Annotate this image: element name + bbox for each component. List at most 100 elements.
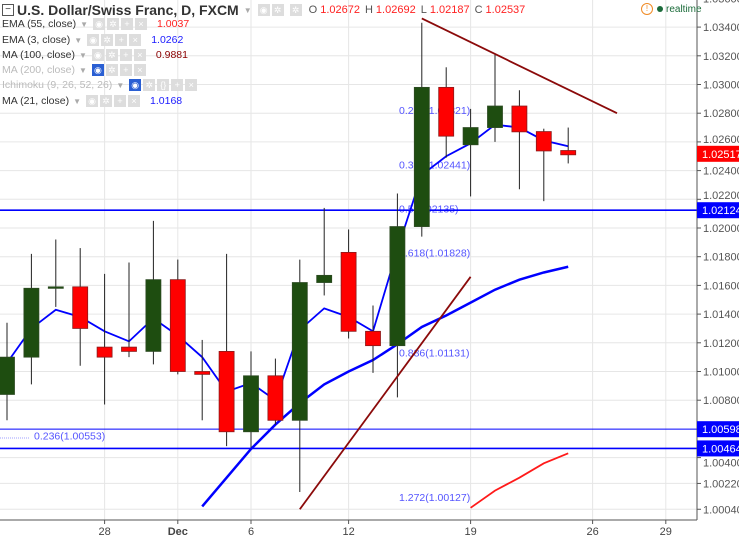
trendline[interactable] [421,17,618,115]
price-axis[interactable]: 1.03600 1.03400 1.03200 1.03000 1.02800 1.026… [696,0,739,538]
chevron-down-icon[interactable]: ▼ [78,50,87,60]
candle [47,239,64,307]
candle [169,259,186,375]
eye-icon[interactable]: ◉ [91,64,104,76]
candle-body-up [487,105,503,128]
eye-icon[interactable]: ◉ [257,4,270,16]
plus-icon[interactable]: + [121,18,134,30]
indicator-row[interactable]: EMA (3, close) ▼ ◉ ✲ + × 1.0262 [2,33,183,47]
close-icon[interactable]: × [128,95,141,107]
gear-icon[interactable]: ✲ [289,4,302,16]
price-tick-label: 1.00800 [703,395,739,407]
price-tick-label: 1.01800 [703,252,739,264]
time-axis[interactable]: 28 Dec 6 12 19 26 29 [0,519,697,538]
candle [535,128,552,202]
eye-icon[interactable]: ◉ [129,79,142,91]
candle-body-up [389,226,406,347]
indicator-row[interactable]: Ichimoku (9, 26, 52, 26) ▼ ◉ ✲{} + × [2,78,199,92]
candle [511,90,528,190]
gear-icon[interactable]: ✲ [107,18,120,30]
indicator-value: 1.0037 [157,18,190,30]
indicator-label: MA (21, close) [2,95,70,107]
chevron-down-icon[interactable]: ▼ [74,35,83,45]
brackets-icon[interactable]: {} [157,79,170,91]
gear-icon[interactable]: ✲ [105,64,118,76]
chevron-down-icon[interactable]: ▼ [80,19,89,29]
horizontal-line-price-tag-text: 1.00464 [702,443,739,455]
ema-55-line [470,452,569,509]
close-icon[interactable]: × [135,18,148,30]
symbol-title-row: − U.S. Dollar/Swiss Franc, D, FXCM ▼ ◉ ✲ … [2,2,525,18]
price-tick-label: 1.00220 [703,478,739,490]
trendline[interactable] [299,276,472,510]
candle [267,358,284,425]
collapse-icon[interactable]: − [2,4,14,16]
chevron-down-icon[interactable]: ▼ [78,65,87,75]
high-value: 1.02692 [375,4,416,16]
candle [243,351,259,448]
eye-icon[interactable]: ◉ [91,49,104,61]
gear-icon[interactable]: ✲ [271,4,284,16]
chevron-down-icon[interactable]: ▼ [73,96,82,106]
candle-body-up [145,279,162,352]
candle [121,262,137,358]
plus-icon[interactable]: + [114,95,127,107]
indicator-value: 1.0168 [150,95,183,107]
indicator-row[interactable]: MA (21, close) ▼ ◉ ✲ + × 1.0168 [2,94,182,108]
time-tick-label: 12 [342,526,354,538]
eye-icon[interactable]: ◉ [86,95,99,107]
plus-icon[interactable]: + [171,79,184,91]
indicator-label: Ichimoku (9, 26, 52, 26) [2,79,113,91]
fib-level-label[interactable]: 0.236(1.02821) [399,105,470,117]
fib-secondary-label[interactable]: 0.236(1.00553) [34,431,105,443]
indicator-value: 1.0262 [151,34,184,46]
close-icon[interactable]: × [133,49,146,61]
plus-icon[interactable]: + [115,34,128,46]
horizontal-lines[interactable] [0,209,697,450]
trendlines[interactable] [299,17,618,510]
close-icon[interactable]: × [129,34,142,46]
low-label: L [420,4,427,16]
time-tick-label: 19 [464,526,476,538]
price-tick-label: 1.02400 [703,166,739,178]
ma-21-line [201,265,569,508]
candle-body-down [96,346,113,358]
gear-icon[interactable]: ✲ [105,49,118,61]
chevron-down-icon[interactable]: ▼ [116,80,125,90]
price-tick-label: 1.02600 [703,134,739,146]
candle-body-down [511,105,528,133]
close-icon[interactable]: × [185,79,198,91]
indicator-row[interactable]: EMA (55, close) ▼ ◉ ✲ + × 1.0037 [2,17,189,31]
candle-body-up [0,356,15,395]
gear-icon[interactable]: ✲ [100,95,113,107]
indicator-label: EMA (55, close) [2,18,77,30]
indicator-label: MA (200, close) [2,64,75,76]
warning-icon[interactable]: ! [641,3,653,15]
close-label: C [474,4,483,16]
price-tick-label: 1.03000 [703,80,739,92]
last-price-tag [697,145,739,162]
candle-body-down [438,86,455,137]
indicator-row[interactable]: MA (100, close) ▼ ◉ ✲ + × 0.9881 [2,48,188,62]
realtime-status[interactable]: ! realtime [641,3,702,15]
open-value: 1.02672 [320,4,360,16]
plus-icon[interactable]: + [119,64,132,76]
eye-icon[interactable]: ◉ [93,18,106,30]
candle-body-down [535,131,552,152]
gear-icon[interactable]: ✲ [143,79,156,91]
close-icon[interactable]: × [133,64,146,76]
fib-level-label[interactable]: 0.618(1.01828) [399,248,470,260]
plus-icon[interactable]: + [119,49,132,61]
chevron-down-icon[interactable]: ▼ [243,5,252,15]
open-label: O [308,4,318,16]
eye-icon[interactable]: ◉ [87,34,100,46]
fib-level-label[interactable]: 1.272(1.00127) [399,492,470,504]
gear-icon[interactable]: ✲ [101,34,114,46]
candle-body-down [365,330,381,347]
candle-body-up [23,287,40,358]
indicator-row[interactable]: MA (200, close) ▼ ◉ ✲ + × [2,63,148,77]
fib-level-label[interactable]: 0.886(1.01131) [399,348,469,360]
candle-body-down [340,251,357,332]
candle [462,108,479,197]
